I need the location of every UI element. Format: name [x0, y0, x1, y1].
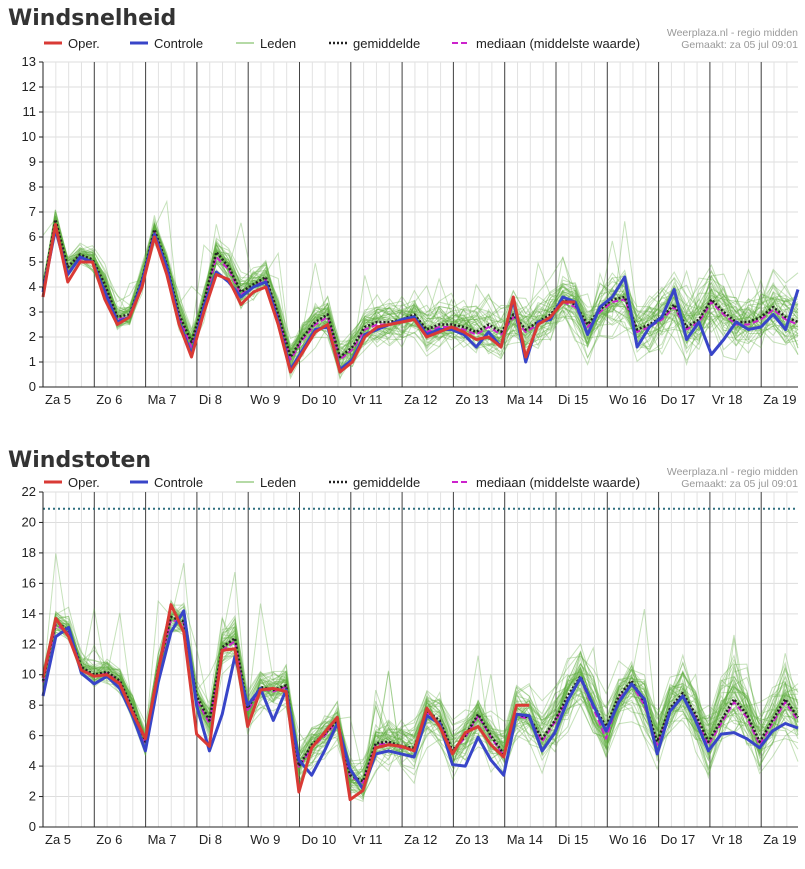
y-tick-label: 4: [29, 279, 36, 294]
y-tick-label: 22: [22, 484, 36, 499]
y-tick-label: 4: [29, 758, 36, 773]
source-line: Weerplaza.nl - regio midden: [667, 27, 798, 39]
x-tick-label: Wo 9: [250, 392, 280, 407]
legend-label-leden: Leden: [260, 36, 296, 51]
x-tick-label: Wo 16: [609, 392, 646, 407]
x-tick-label: Zo 6: [96, 832, 122, 847]
x-tick-label: Do 17: [661, 832, 696, 847]
y-tick-label: 6: [29, 728, 36, 743]
legend-label-controle: Controle: [154, 475, 203, 490]
x-tick-label: Do 17: [661, 392, 696, 407]
y-tick-label: 3: [29, 304, 36, 319]
y-tick-label: 8: [29, 179, 36, 194]
windstoten-chart: Windstoten 0 2 4 6 8 10 12 14 16 18 20 22 Za 5 Zo 6 Ma…: [0, 440, 805, 869]
y-tick-label: 5: [29, 254, 36, 269]
x-tick-label: Vr 18: [712, 392, 743, 407]
ensemble-member-line: [42, 616, 799, 786]
y-tick-label: 12: [22, 79, 36, 94]
legend-label-gemiddelde: gemiddelde: [353, 36, 420, 51]
ensemble-member-line: [42, 209, 799, 359]
x-tick-label: Do 10: [302, 832, 337, 847]
ensemble-member-line: [42, 209, 799, 367]
y-tick-label: 13: [22, 54, 36, 69]
ensemble-member-line: [42, 616, 799, 787]
legend-label-mediaan: mediaan (middelste waarde): [476, 475, 640, 490]
y-tick-label: 18: [22, 545, 36, 560]
y-tick-label: 9: [29, 154, 36, 169]
x-tick-label: Wo 9: [250, 832, 280, 847]
y-tick-label: 10: [22, 667, 36, 682]
y-tick-label: 7: [29, 204, 36, 219]
y-tick-label: 16: [22, 575, 36, 590]
x-tick-label: Za 19: [763, 832, 796, 847]
x-tick-label: Za 19: [763, 392, 796, 407]
chart-title: Windstoten: [8, 448, 152, 473]
ensemble-member-line: [42, 615, 799, 782]
chart-title: Windsnelheid: [8, 6, 177, 31]
x-tick-label: Za 12: [404, 392, 437, 407]
x-tick-label: Ma 7: [148, 392, 177, 407]
y-tick-label: 10: [22, 129, 36, 144]
windstoten-plot: 0 2 4 6 8 10 12 14 16 18 20 22 Za 5 Zo 6 Ma 7 Di 8 Wo 9 D…: [22, 466, 800, 847]
x-tick-label: Ma 14: [507, 832, 543, 847]
y-tick-label: 14: [22, 606, 36, 621]
x-tick-label: Za 5: [45, 392, 71, 407]
series-line-oper: [41, 603, 530, 802]
x-tick-label: Zo 13: [455, 832, 488, 847]
timestamp-line: Gemaakt: za 05 jul 09:01: [681, 478, 798, 490]
legend-label-controle: Controle: [154, 36, 203, 51]
x-tick-label: Di 15: [558, 392, 588, 407]
x-tick-label: Vr 11: [353, 832, 383, 847]
x-tick-label: Do 10: [302, 392, 337, 407]
y-tick-label: 6: [29, 229, 36, 244]
y-tick-label: 2: [29, 329, 36, 344]
x-tick-label: Wo 16: [609, 832, 646, 847]
legend-label-mediaan: mediaan (middelste waarde): [476, 36, 640, 51]
x-tick-label: Zo 6: [96, 392, 122, 407]
x-tick-label: Za 5: [45, 832, 71, 847]
x-tick-label: Za 12: [404, 832, 437, 847]
series-line-oper: [41, 223, 576, 374]
source-line: Weerplaza.nl - regio midden: [667, 466, 798, 478]
legend-label-gemiddelde: gemiddelde: [353, 475, 420, 490]
ensemble-member-line: [42, 222, 799, 371]
ensemble-member-line: [42, 215, 799, 361]
x-tick-label: Vr 18: [712, 832, 743, 847]
timestamp-line: Gemaakt: za 05 jul 09:01: [681, 39, 798, 51]
ensemble-member-line: [42, 616, 799, 795]
legend-label-oper: Oper.: [68, 475, 100, 490]
x-tick-label: Vr 11: [353, 392, 383, 407]
y-tick-label: 11: [23, 104, 37, 119]
y-tick-label: 0: [29, 819, 36, 834]
x-tick-label: Zo 13: [455, 392, 488, 407]
x-tick-label: Ma 14: [507, 392, 543, 407]
y-tick-label: 1: [29, 354, 36, 369]
x-tick-label: Di 8: [199, 392, 222, 407]
x-tick-label: Di 15: [558, 832, 588, 847]
x-tick-label: Di 8: [199, 832, 222, 847]
y-tick-label: 12: [22, 636, 36, 651]
y-tick-label: 0: [29, 379, 36, 394]
y-tick-label: 20: [22, 514, 36, 529]
x-tick-label: Ma 7: [148, 832, 177, 847]
legend-label-oper: Oper.: [68, 36, 100, 51]
y-tick-label: 2: [29, 789, 36, 804]
legend-label-leden: Leden: [260, 475, 296, 490]
y-tick-label: 8: [29, 697, 36, 712]
series-line-controle: [41, 609, 799, 791]
